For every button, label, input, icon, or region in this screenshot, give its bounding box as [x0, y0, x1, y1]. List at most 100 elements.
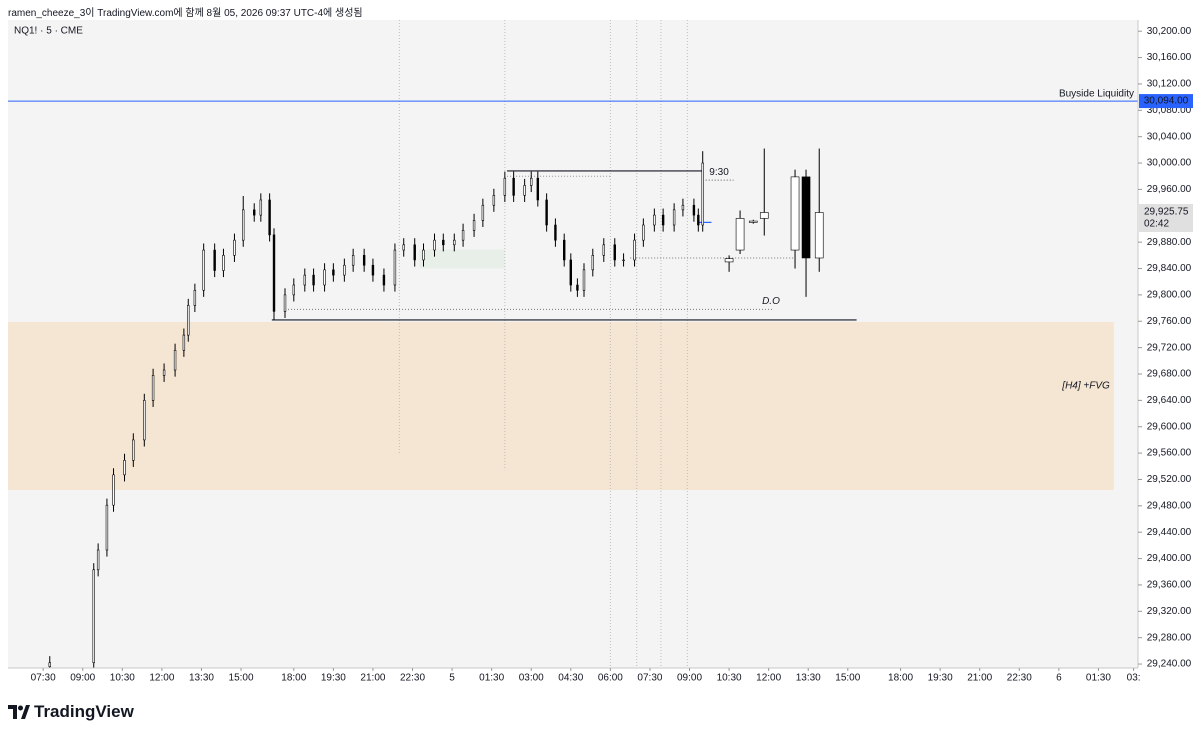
candle-body: [453, 239, 456, 246]
logo-text: TradingView: [34, 702, 134, 721]
candle-body: [692, 204, 696, 216]
y-tick-label: 29,320.00: [1147, 606, 1192, 617]
annotation: D.O: [762, 296, 780, 307]
x-tick-label: 09:00: [677, 673, 702, 684]
candle-body: [622, 259, 625, 262]
candle-body: [591, 255, 594, 271]
candle-body: [233, 239, 236, 256]
candle-body: [303, 274, 306, 286]
chart: 9:30 D.O NQ1! · 5 · CME [H4] +FVG Buyside …: [8, 20, 1193, 684]
x-tick-label: 19:30: [321, 673, 346, 684]
candle-body: [563, 239, 566, 261]
candle-body: [642, 224, 645, 241]
y-tick-label: 29,280.00: [1147, 632, 1192, 643]
x-tick-label: 12:00: [756, 673, 781, 684]
candle-body: [413, 244, 416, 261]
x-tick-label: 13:30: [796, 673, 821, 684]
candle-body: [187, 305, 190, 336]
candle-body: [351, 255, 355, 266]
candle-body: [569, 259, 573, 286]
buyside-price-label: 30,094.00: [1144, 96, 1189, 107]
x-tick-label: 21:00: [360, 673, 385, 684]
x-tick-label: 01:30: [1086, 673, 1111, 684]
candle-body: [554, 224, 557, 241]
candle-body: [814, 212, 824, 259]
candle-body: [735, 218, 745, 251]
candle-body: [653, 214, 656, 226]
x-tick-label: 03:: [1127, 673, 1141, 684]
candle-body: [323, 269, 326, 286]
x-tick-label: 22:30: [400, 673, 425, 684]
x-tick-label: 21:00: [967, 673, 992, 684]
last-price-label: 29,925.75: [1144, 207, 1189, 218]
candle-body: [151, 375, 155, 401]
candle-body: [96, 549, 100, 571]
candle-body: [530, 177, 533, 186]
x-tick-label: 19:30: [928, 673, 953, 684]
x-tick-label: 10:30: [717, 673, 742, 684]
candle-body: [182, 334, 186, 351]
y-tick-label: 30,120.00: [1147, 79, 1192, 90]
candle-body: [393, 249, 397, 286]
candle-body: [633, 239, 636, 261]
candle-body: [613, 244, 616, 261]
candle-body: [272, 234, 276, 312]
y-tick-label: 29,680.00: [1147, 369, 1192, 380]
candle-body: [701, 162, 704, 226]
y-tick-label: 29,840.00: [1147, 263, 1192, 274]
x-tick-label: 07:30: [637, 673, 662, 684]
highlight-zone: [419, 249, 505, 269]
candle-body: [132, 439, 135, 461]
y-tick-label: 29,880.00: [1147, 237, 1192, 248]
y-tick-label: 29,960.00: [1147, 184, 1192, 195]
candle-body: [748, 220, 758, 223]
x-tick-label: 15:00: [835, 673, 860, 684]
candle-body: [801, 176, 811, 259]
candle-body: [442, 239, 445, 246]
y-tick-label: 29,600.00: [1147, 421, 1192, 432]
y-tick-label: 29,480.00: [1147, 500, 1192, 511]
candle-body: [402, 244, 405, 251]
buyside-label: Buyside Liquidity: [1059, 89, 1134, 100]
x-tick-label: 07:30: [31, 673, 56, 684]
candle-body: [724, 258, 734, 263]
x-tick-label: 12:00: [149, 673, 174, 684]
countdown-label: 02:42: [1144, 219, 1169, 230]
candle-body: [268, 199, 271, 236]
x-tick-label: 6: [1056, 673, 1062, 684]
candle-body: [382, 274, 386, 286]
x-tick-label: 06:00: [598, 673, 623, 684]
candle-body: [343, 264, 346, 276]
y-tick-label: 29,760.00: [1147, 316, 1192, 327]
candle-body: [697, 214, 700, 226]
candle-body: [582, 269, 586, 291]
candle-body: [602, 244, 605, 256]
y-tick-label: 30,080.00: [1147, 105, 1192, 116]
candle-body: [123, 460, 126, 476]
x-tick-label: 03:00: [519, 673, 544, 684]
candle-body: [790, 176, 800, 251]
candle-body: [759, 212, 769, 219]
x-tick-label: 18:00: [281, 673, 306, 684]
candle-body: [512, 177, 515, 196]
candle-body: [545, 199, 548, 226]
chart-title: NQ1! · 5 · CME: [14, 26, 83, 37]
last-price-box: [1139, 203, 1193, 232]
candle-body: [283, 294, 287, 312]
candle-body: [312, 274, 315, 286]
y-tick-label: 29,440.00: [1147, 527, 1192, 538]
y-tick-label: 29,360.00: [1147, 580, 1192, 591]
candle-body: [105, 504, 109, 551]
candle-body: [481, 204, 485, 221]
logo: TradingView: [8, 702, 134, 722]
candle-body: [173, 349, 177, 371]
candle-body: [362, 255, 366, 266]
x-tick-label: 15:00: [229, 673, 254, 684]
x-tick-label: 10:30: [110, 673, 135, 684]
candle-body: [371, 264, 375, 276]
candle-body: [523, 185, 526, 196]
candle-body: [242, 209, 245, 241]
x-tick-label: 5: [449, 673, 455, 684]
candle-body: [472, 220, 476, 231]
x-tick-label: 01:30: [479, 673, 504, 684]
